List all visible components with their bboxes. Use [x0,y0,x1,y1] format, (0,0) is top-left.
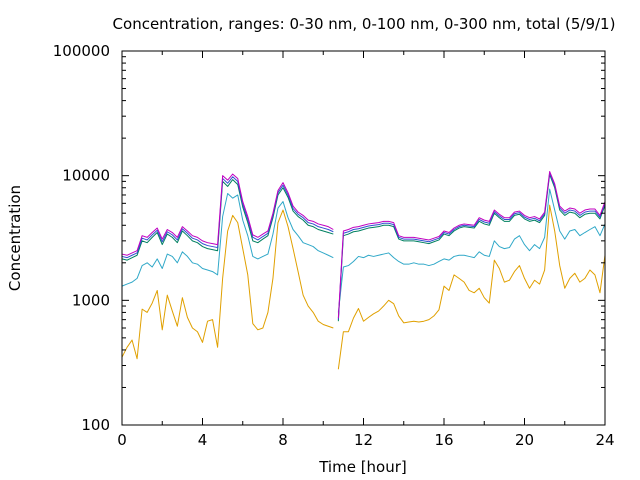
chart-title: Concentration, ranges: 0-30 nm, 0-100 nm… [113,15,616,33]
series-line-2 [121,188,606,313]
x-tick-label: 0 [117,431,127,449]
plot-frame [121,50,606,426]
axes-layer: 0 4 8 12 16 20 24 100 1000 10000 100000 [53,42,615,449]
y-tick-label: 1000 [72,291,110,309]
x-axis-label: Time [hour] [318,458,407,476]
x-tick-label: 24 [595,431,614,449]
x-tick-label: 12 [354,431,373,449]
series-line-1 [121,204,606,370]
x-tick-label: 16 [434,431,453,449]
x-tick-label: 8 [278,431,288,449]
series-line-5 [121,171,606,319]
y-axis-label: Concentration [6,185,24,291]
y-tick-label: 10000 [62,167,110,185]
x-tick-label: 4 [198,431,208,449]
series-line-4 [121,172,606,320]
series-layer [121,171,606,370]
x-tick-label: 20 [515,431,534,449]
y-tick-label: 100 [81,416,110,434]
y-tick-label: 100000 [53,42,110,60]
series-line-3 [121,174,606,322]
